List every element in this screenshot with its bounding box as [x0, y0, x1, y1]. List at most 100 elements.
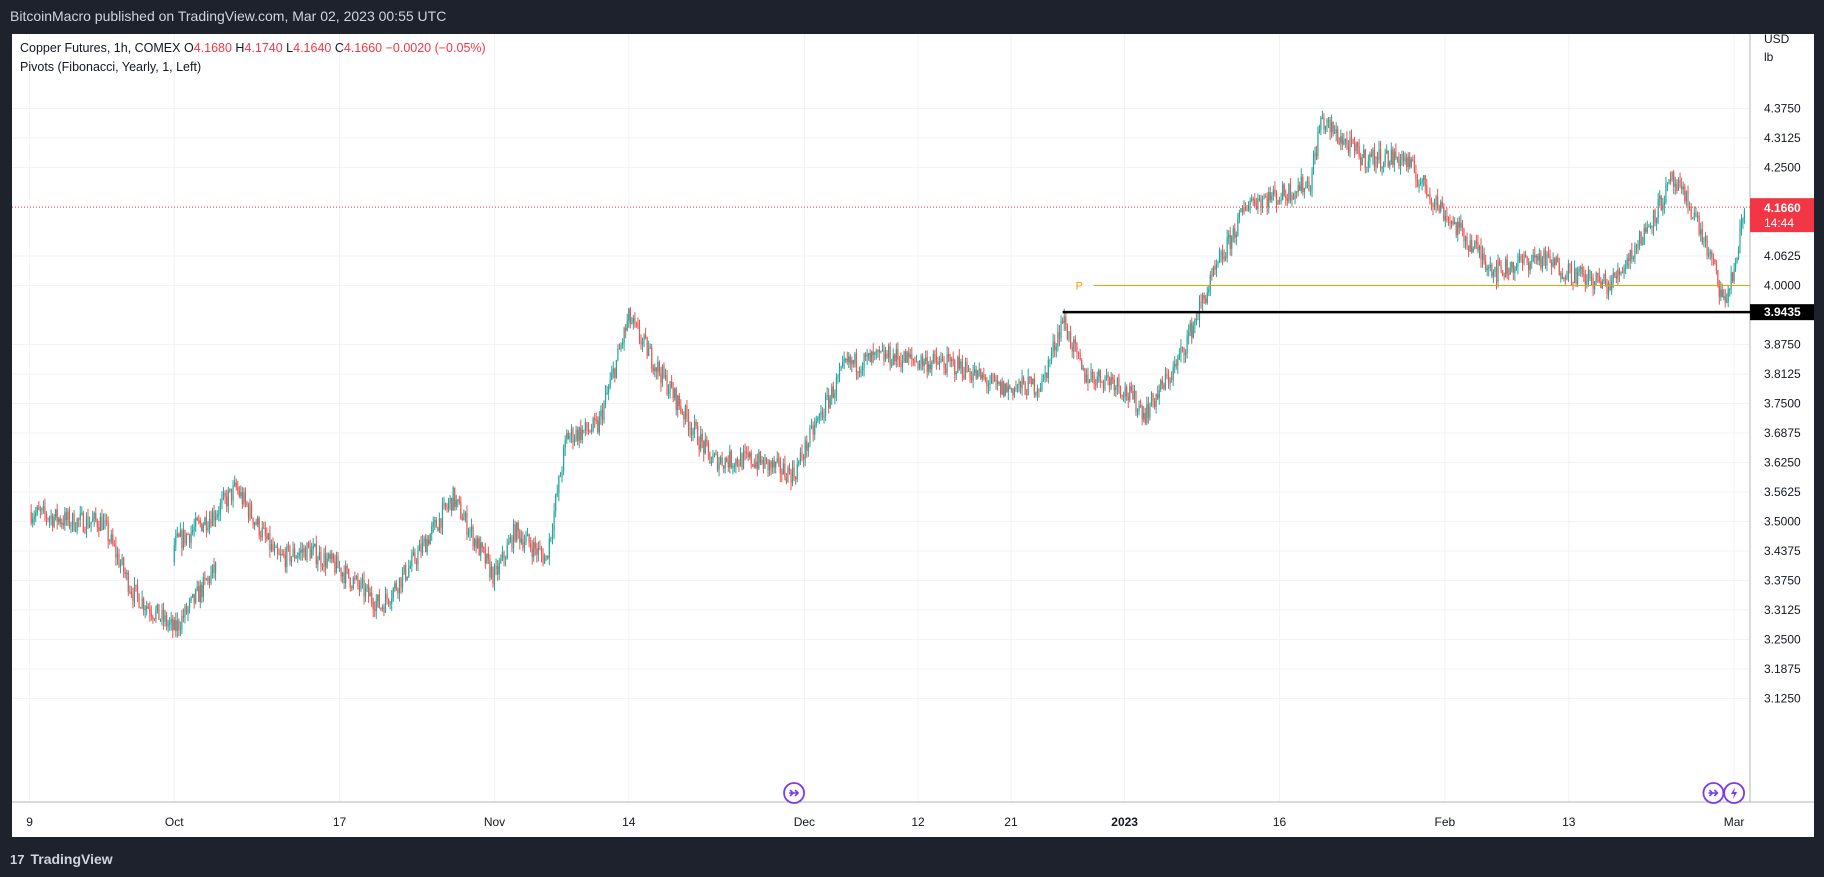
candle-body — [435, 520, 437, 528]
candle-body — [377, 594, 379, 602]
candle-body — [681, 411, 683, 414]
candle-body — [1334, 133, 1336, 135]
candlestick-chart[interactable]: 3.1250 3.1875 3.2500 3.3125 3.3750 3.4375 3.50… — [12, 34, 1814, 837]
candle-body — [1038, 389, 1040, 391]
candle-body — [1007, 386, 1009, 392]
time-axis[interactable]: 9Oct17Nov14Dec1221202316Feb13Mar1327 — [26, 815, 1814, 829]
unit-label[interactable]: lb — [1764, 50, 1774, 64]
candle-body — [1526, 256, 1528, 263]
candle-body — [1212, 266, 1214, 276]
candle-body — [1503, 275, 1505, 277]
candle-body — [483, 547, 485, 550]
candle-body — [1577, 272, 1579, 285]
arrow-circle-icon[interactable] — [783, 782, 805, 804]
candle-body — [88, 524, 91, 528]
candle-body — [1292, 195, 1295, 200]
candle-body — [1283, 184, 1285, 196]
candle-body — [1244, 207, 1247, 211]
candle-body — [917, 361, 919, 369]
candle-body — [252, 517, 254, 525]
candle-body — [536, 548, 538, 555]
candle-body — [202, 524, 204, 532]
candle-body — [1271, 195, 1273, 201]
arrow-circle-icon[interactable] — [1702, 782, 1725, 804]
candle-body — [304, 548, 307, 561]
price-tick-label: 4.3750 — [1764, 102, 1801, 116]
indicator-label[interactable]: Pivots (Fibonacci, Yearly, 1, Left) — [20, 60, 202, 74]
candle-body — [1543, 249, 1545, 259]
candle-body — [141, 598, 143, 608]
candle-body — [704, 439, 706, 454]
candle-body — [178, 620, 180, 630]
candle-body — [1009, 386, 1011, 389]
pivot-label: P — [1076, 281, 1083, 293]
candle-body — [1312, 158, 1315, 173]
candle-body — [1412, 159, 1414, 161]
candle-body — [1116, 378, 1118, 387]
tradingview-logo[interactable]: 17 TradingView — [10, 851, 113, 867]
candle-body — [1153, 401, 1156, 408]
candle-body — [577, 429, 579, 442]
candle-body — [401, 572, 404, 588]
candle-body — [503, 551, 505, 560]
candle-body — [843, 359, 845, 362]
candle-body — [1247, 205, 1250, 211]
candle-body — [645, 335, 647, 338]
candle-body — [937, 362, 939, 365]
candle-body — [192, 593, 194, 598]
candle-body — [559, 476, 562, 478]
candle-body — [366, 585, 368, 588]
candle-body — [1659, 195, 1661, 200]
candle-body — [1357, 142, 1359, 147]
candle-body — [865, 354, 867, 357]
candle-body — [612, 368, 614, 373]
candle-body — [127, 572, 129, 592]
symbol-label[interactable]: Copper Futures, 1h, COMEX — [20, 41, 181, 55]
candle-body — [1208, 288, 1210, 293]
candle-body — [240, 492, 242, 497]
candle-body — [193, 526, 195, 531]
candle-body — [1514, 267, 1516, 273]
candle-body — [201, 584, 203, 598]
candle-body — [1531, 261, 1533, 263]
candle-body — [802, 458, 805, 460]
candle-body — [804, 440, 806, 460]
candle-body — [1237, 217, 1239, 235]
candle-body — [1480, 246, 1482, 260]
candle-body — [1523, 254, 1525, 264]
candle-body — [1438, 206, 1440, 212]
candle-body — [1549, 256, 1551, 263]
candle-body — [1136, 410, 1139, 413]
candle-body — [648, 348, 650, 356]
chart-frame[interactable]: 3.1250 3.1875 3.2500 3.3125 3.3750 3.4375 3.50… — [12, 32, 1814, 837]
candle-body — [637, 323, 639, 327]
candle-body — [1218, 255, 1221, 264]
candle-body — [1033, 378, 1035, 395]
candle-body — [210, 519, 212, 527]
candle-body — [1444, 216, 1446, 221]
candle-body — [526, 533, 529, 537]
candle-body — [643, 335, 645, 341]
candle-body — [172, 619, 174, 630]
candle-body — [1338, 142, 1340, 144]
candle-body — [727, 461, 729, 468]
candle-body — [707, 442, 709, 452]
candle-body — [735, 458, 737, 467]
candle-body — [573, 439, 576, 443]
price-axis[interactable]: 3.1250 3.1875 3.2500 3.3125 3.3750 3.4375 3.50… — [1764, 102, 1801, 706]
lightning-circle-icon[interactable] — [1723, 782, 1745, 804]
candle-body — [539, 547, 541, 550]
candle-body — [1609, 283, 1611, 291]
candle-body — [1589, 269, 1591, 279]
candle-body — [1296, 191, 1298, 193]
candle-body — [528, 533, 530, 544]
candle-body — [1261, 198, 1264, 208]
candle-body — [1240, 208, 1242, 213]
candle-body — [980, 368, 982, 379]
candle-body — [1532, 254, 1534, 262]
candle-body — [1734, 263, 1737, 270]
candle-body — [1013, 388, 1016, 396]
currency-label[interactable]: USD — [1764, 32, 1790, 46]
candle-body — [1229, 235, 1231, 250]
candle-body — [328, 553, 330, 559]
